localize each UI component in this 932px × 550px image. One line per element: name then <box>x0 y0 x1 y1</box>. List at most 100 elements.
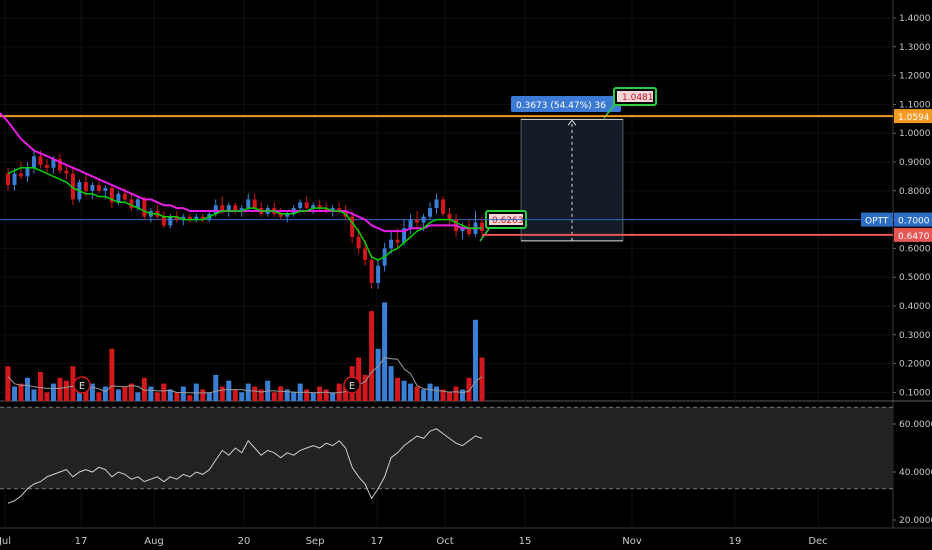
y-tick-label: 1.4000 <box>899 14 931 24</box>
time-axis[interactable]: Jul 17 Aug 20 Sep 17 Oct 15 Nov 19 Dec <box>0 536 828 547</box>
x-tick-label: Aug <box>144 536 164 547</box>
candle-body <box>389 239 394 249</box>
volume-bar <box>83 386 89 401</box>
measure-label-text: 0.3673 (54.47%) 36 <box>516 101 606 111</box>
candle-body <box>278 213 283 217</box>
candle-body <box>174 216 179 220</box>
price-pane[interactable] <box>0 0 893 400</box>
candle-body <box>304 202 309 209</box>
candle-body <box>116 193 121 203</box>
candle-body <box>324 208 329 211</box>
volume-bar <box>154 392 160 401</box>
volume-bar <box>18 383 24 401</box>
volume-bar <box>200 389 206 401</box>
volume-bar <box>356 357 362 401</box>
rsi-pane[interactable]: 60.0000 40.0000 20.0000 <box>0 406 932 526</box>
volume-bar <box>427 383 433 401</box>
candle-body <box>246 199 251 209</box>
candle-body <box>460 228 465 232</box>
volume-bar <box>414 386 420 401</box>
x-tick-label: 19 <box>729 536 742 547</box>
y-tick-label: 0.5000 <box>899 273 931 283</box>
volume-bar <box>460 389 466 401</box>
volume-bar <box>284 389 290 401</box>
candle-body <box>129 199 134 209</box>
candle-body <box>408 219 413 229</box>
volume-bar <box>219 386 225 401</box>
volume-bar <box>304 389 310 401</box>
candle-body <box>363 248 368 260</box>
y-tick-label: 0.8000 <box>899 187 931 197</box>
volume-bar <box>395 377 401 401</box>
rsi-tick-label: 60.0000 <box>899 420 932 430</box>
candle-body <box>12 173 17 186</box>
volume-bar <box>453 386 459 401</box>
volume-bar <box>369 311 375 401</box>
candle-body <box>467 228 472 234</box>
volume-bar <box>375 348 381 401</box>
volume-bar <box>5 366 11 401</box>
candle-body <box>168 216 173 226</box>
volume-bar <box>473 319 479 401</box>
candle-body <box>285 213 290 217</box>
pin-label-bottom: 0.6263 <box>492 216 524 226</box>
measure-arrow-head <box>567 119 577 126</box>
volume-bar <box>141 377 147 401</box>
candle-body <box>220 205 225 211</box>
volume-bar <box>239 392 245 401</box>
x-tick-label: Oct <box>436 536 453 547</box>
candle-body <box>350 216 355 237</box>
ema-slow-line <box>7 121 482 233</box>
volume-bar <box>70 366 76 401</box>
volume-bar <box>128 383 134 401</box>
candle-body <box>480 222 484 232</box>
volume-bar <box>466 377 472 401</box>
volume-bar <box>421 389 427 401</box>
candle-body <box>103 187 108 191</box>
volume-bar <box>330 392 336 401</box>
volume-bar <box>479 357 485 401</box>
y-tick-label: 1.1000 <box>899 100 931 110</box>
x-tick-label: Dec <box>808 536 827 547</box>
support-label-text: 0.6470 <box>898 232 930 242</box>
volume-bar <box>447 392 453 401</box>
volume-bar <box>408 383 414 401</box>
last-price-label-symbol-box <box>861 212 893 227</box>
candle-body <box>356 236 361 249</box>
ema-slow-leadin <box>0 112 9 123</box>
x-tick-label: Nov <box>622 536 642 547</box>
candle-body <box>44 164 49 168</box>
candle-body <box>96 185 101 191</box>
ema-fast-line <box>7 167 482 261</box>
earnings-marker-icon <box>343 376 361 394</box>
candle-body <box>330 208 335 211</box>
volume-bar <box>115 389 121 401</box>
measure-label-box <box>511 96 621 112</box>
candle-body <box>239 208 244 211</box>
candle-body <box>317 205 322 209</box>
volume-bar <box>226 380 232 401</box>
volume-bar <box>161 383 167 401</box>
candle-body <box>252 199 257 209</box>
candle-body <box>402 228 407 243</box>
y-tick-label: 0.6000 <box>899 244 931 254</box>
candle-body <box>434 199 439 209</box>
volume-bar <box>31 389 37 401</box>
earnings-marker-label: E <box>79 381 85 392</box>
volume-bar <box>343 386 349 401</box>
price-axis[interactable]: 1.4000 1.3000 1.2000 1.1000 1.0000 0.9000 0.80… <box>893 14 931 398</box>
candle-body <box>109 187 114 203</box>
y-tick-label: 0.4000 <box>899 302 931 312</box>
volume-bar <box>323 389 329 401</box>
candle-body <box>200 216 205 220</box>
x-tick-label: 17 <box>371 536 384 547</box>
support-label-box <box>894 227 932 242</box>
candle-body <box>122 193 127 200</box>
candle-body <box>25 167 30 177</box>
earnings-marker-label: E <box>349 381 355 392</box>
volume-bar <box>96 392 102 401</box>
volume-bar <box>122 386 128 401</box>
